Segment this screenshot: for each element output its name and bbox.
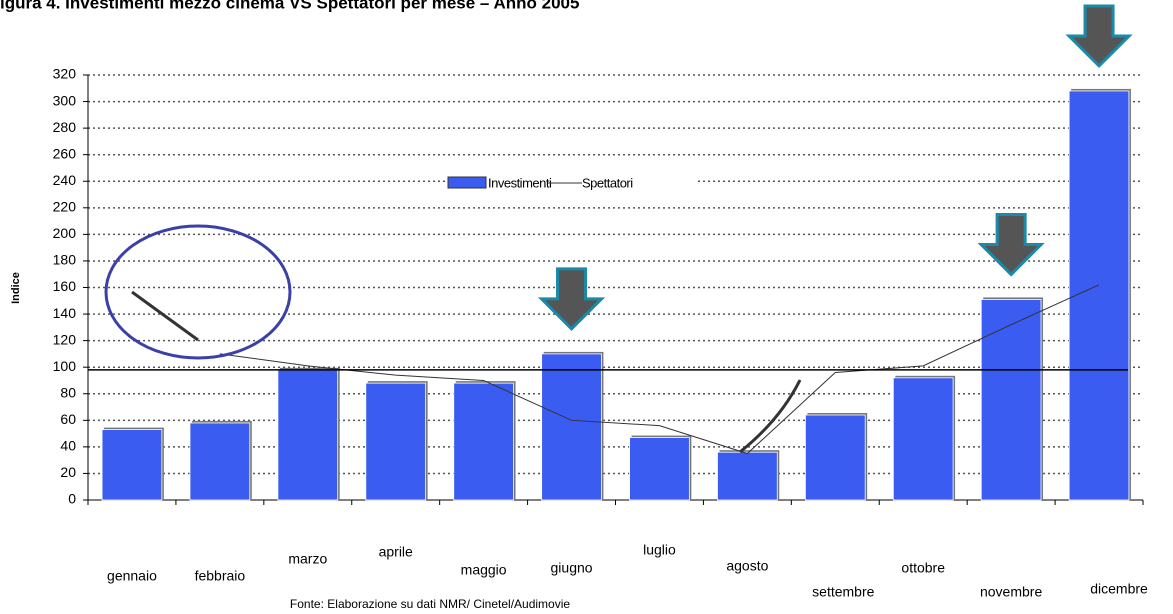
x-tick-label: agosto [726,558,768,574]
y-tick-label: 140 [53,305,77,321]
x-tick-label: ottobre [901,560,945,576]
legend-label: Investimenti [488,175,552,190]
legend-swatch [447,176,487,189]
y-tick-label: 280 [53,119,77,135]
x-tick-label: marzo [288,551,327,567]
y-tick-label: 240 [53,172,77,188]
x-tick-label: aprile [379,544,413,560]
annotation-circle [104,224,292,360]
x-tick-label: gennaio [107,568,157,584]
bar [980,299,1042,501]
x-tick-label: novembre [980,584,1042,600]
legend-label: Spettatori [582,175,633,190]
annotation-stroke [739,379,802,454]
y-tick-label: 220 [53,199,77,215]
bar [717,451,778,501]
bar [277,369,339,501]
bar [101,429,163,501]
source-note: Fonte: Elaborazione su dati NMR/ Cinetel… [290,597,570,611]
x-tick-label: settembre [812,584,874,600]
y-tick-label: 60 [60,411,76,427]
y-tick-label: 200 [53,225,77,241]
y-tick-label: 300 [53,92,77,108]
y-tick-label: 80 [60,384,76,400]
chart-title: igura 4. Investimenti mezzo cinema VS Sp… [0,0,579,12]
y-tick-label: 160 [53,278,77,294]
bar [805,414,866,501]
y-axis-label: Indice [10,272,22,304]
x-tick-label: luglio [643,542,676,558]
bar [189,422,251,501]
x-tick-label: dicembre [1090,581,1148,597]
annotation-arrow [977,212,1045,277]
annotation-stroke [131,290,199,342]
annotation-arrow [537,267,606,332]
y-tick-label: 0 [68,491,76,507]
y-tick-label: 100 [53,358,77,374]
bar [1068,90,1130,501]
bar [453,382,514,501]
bar [365,382,427,501]
annotation-arrow [1065,4,1133,69]
y-tick-label: 120 [53,331,77,347]
y-tick-label: 320 [53,66,77,82]
bar [541,353,602,501]
y-tick-label: 180 [53,252,77,268]
bar [892,377,954,501]
x-tick-label: giugno [551,560,593,576]
bar [629,437,690,501]
y-tick-label: 40 [60,438,76,454]
y-tick-label: 20 [60,464,76,480]
x-tick-label: maggio [461,562,507,578]
x-tick-label: febbraio [195,568,246,584]
y-tick-label: 260 [53,145,77,161]
legend: Investimenti Spettatori [445,173,695,193]
line [219,284,1100,455]
